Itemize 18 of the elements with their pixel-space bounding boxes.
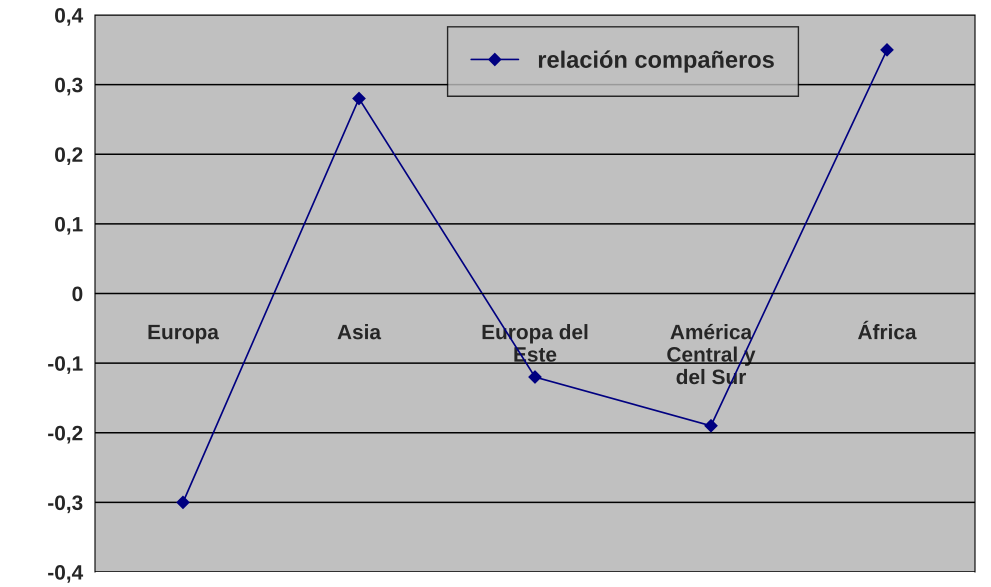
point: [176, 496, 190, 509]
y-tick-label: 0,3: [55, 78, 82, 96]
y-tick-label: 0,2: [55, 147, 82, 166]
y-tick-label: -0,2: [48, 426, 82, 444]
x-tick-label: Asia: [338, 324, 382, 340]
y-tick-label: -0,4: [48, 565, 84, 583]
point: [704, 419, 718, 432]
x-tick-label: África: [858, 320, 917, 340]
y-tick-label: -0,3: [48, 495, 82, 514]
y-tick-label: 0: [72, 286, 82, 302]
y-tick-label: 0,4: [55, 8, 84, 26]
x-tick-label: Europa: [148, 324, 220, 344]
point: [352, 92, 366, 106]
legend-label: relación compañeros: [538, 50, 774, 73]
point: [880, 43, 894, 56]
point: [528, 370, 542, 384]
y-tick-label: 0,1: [55, 216, 83, 235]
y-tick-label: -0,1: [48, 356, 83, 374]
